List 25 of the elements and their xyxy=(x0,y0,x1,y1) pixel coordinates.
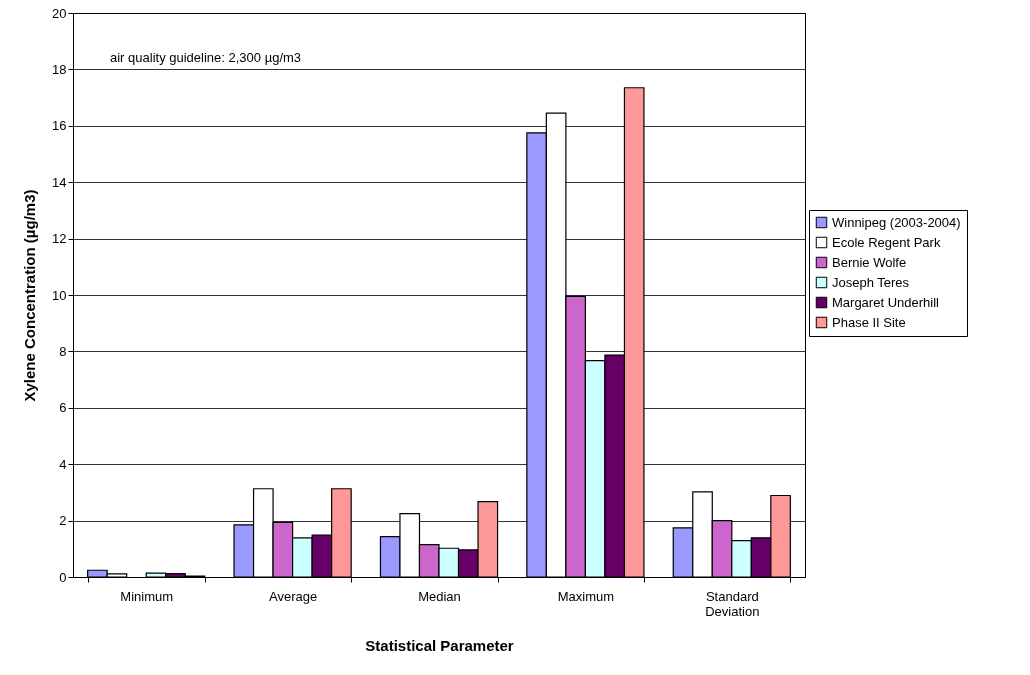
y-tick-label: 6 xyxy=(59,400,67,416)
legend-label: Margaret Underhill xyxy=(832,294,940,310)
y-tick-label: 16 xyxy=(52,118,67,134)
y-tick-label: 2 xyxy=(59,513,67,529)
x-tick-label: Median xyxy=(418,588,461,604)
x-tick-label: Average xyxy=(269,588,318,604)
legend-label: Joseph Teres xyxy=(832,274,910,290)
y-axis-title: Xylene Concentration (µg/m3) xyxy=(21,189,39,402)
x-tick-label: Maximum xyxy=(557,588,615,604)
x-axis-title: Statistical Parameter xyxy=(365,636,514,654)
legend-label: Winnipeg (2003-2004) xyxy=(832,214,961,230)
y-tick-label: 14 xyxy=(52,174,67,190)
y-tick-label: 0 xyxy=(59,569,67,585)
legend-label: Bernie Wolfe xyxy=(832,254,907,270)
legend-label: Phase II Site xyxy=(832,314,906,330)
x-tick-label: Standard Deviation xyxy=(705,588,760,619)
y-tick-label: 10 xyxy=(52,287,67,303)
annotation: air quality guideline: 2,300 µg/m3 xyxy=(110,50,302,65)
y-tick-label: 12 xyxy=(52,231,67,247)
legend-label: Ecole Regent Park xyxy=(832,234,941,250)
y-tick-label: 20 xyxy=(52,5,67,21)
y-tick-label: 18 xyxy=(52,61,67,77)
y-tick-label: 8 xyxy=(59,343,67,359)
x-tick-label: Minimum xyxy=(120,588,174,604)
y-tick-label: 4 xyxy=(59,456,67,472)
